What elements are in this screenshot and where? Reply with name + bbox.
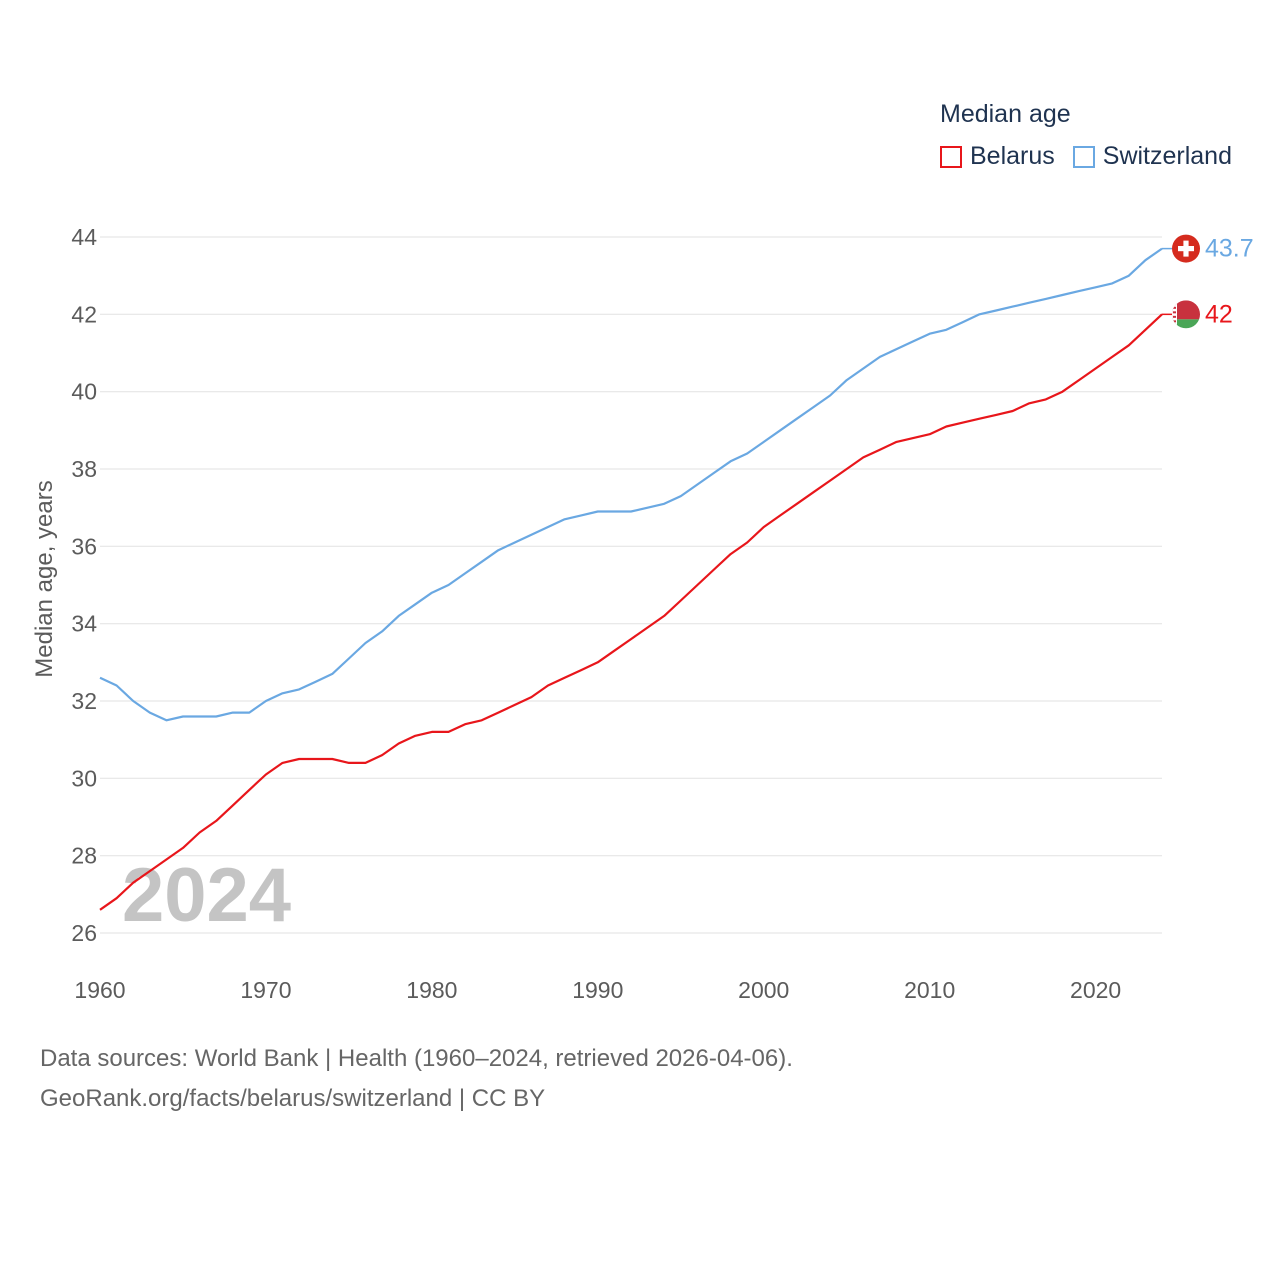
- y-tick-label: 36: [71, 533, 97, 559]
- x-tick-label: 1970: [240, 977, 291, 1003]
- y-tick-label: 28: [71, 843, 97, 869]
- y-tick-label: 32: [71, 688, 97, 714]
- y-tick-label: 42: [71, 301, 97, 327]
- x-tick-label: 2020: [1070, 977, 1121, 1003]
- footer-attribution[interactable]: GeoRank.org/facts/belarus/switzerland | …: [40, 1085, 546, 1112]
- y-tick-label: 38: [71, 456, 97, 482]
- x-tick-label: 1960: [74, 977, 125, 1003]
- y-axis-label: Median age, years: [31, 480, 58, 677]
- legend-label-belarus: Belarus: [970, 142, 1055, 170]
- legend: Belarus Switzerland: [940, 142, 1250, 171]
- x-tick-label: 1980: [406, 977, 457, 1003]
- legend-swatch-belarus: [940, 145, 962, 168]
- y-tick-label: 30: [71, 765, 97, 791]
- y-tick-label: 44: [71, 224, 97, 250]
- footer-sources: Data sources: World Bank | Health (1960–…: [40, 1045, 793, 1072]
- legend-item-belarus[interactable]: Belarus: [940, 142, 1055, 171]
- y-tick-label: 26: [71, 920, 97, 946]
- x-tick-label: 2010: [904, 977, 955, 1003]
- year-watermark: 2024: [122, 853, 291, 938]
- switzerland-flag-icon: [1172, 234, 1200, 263]
- y-axis-ticks: 26 28 30 32 34 36 38 40 42 44: [71, 224, 97, 946]
- legend-item-switzerland[interactable]: Switzerland: [1072, 142, 1232, 171]
- belarus-flag-icon: [1172, 300, 1200, 329]
- y-tick-label: 34: [71, 611, 97, 637]
- series-end-markers: 42 43.7: [1162, 234, 1254, 329]
- legend-label-switzerland: Switzerland: [1102, 142, 1232, 170]
- series-line-switzerland: [99, 247, 1163, 722]
- series-line-belarus: [99, 313, 1163, 911]
- grid-lines: [100, 236, 1162, 934]
- series-lines: [99, 247, 1163, 911]
- legend-title: Median age: [940, 100, 1071, 128]
- legend-swatch-switzerland: [1072, 145, 1095, 168]
- x-axis-ticks: 1960 1970 1980 1990 2000 2010 2020: [74, 977, 1121, 1003]
- end-value-label-belarus: 42: [1205, 300, 1233, 328]
- end-value-label-switzerland: 43.7: [1205, 235, 1254, 263]
- x-tick-label: 1990: [572, 977, 623, 1003]
- x-tick-label: 2000: [738, 977, 789, 1003]
- y-tick-label: 40: [71, 379, 97, 405]
